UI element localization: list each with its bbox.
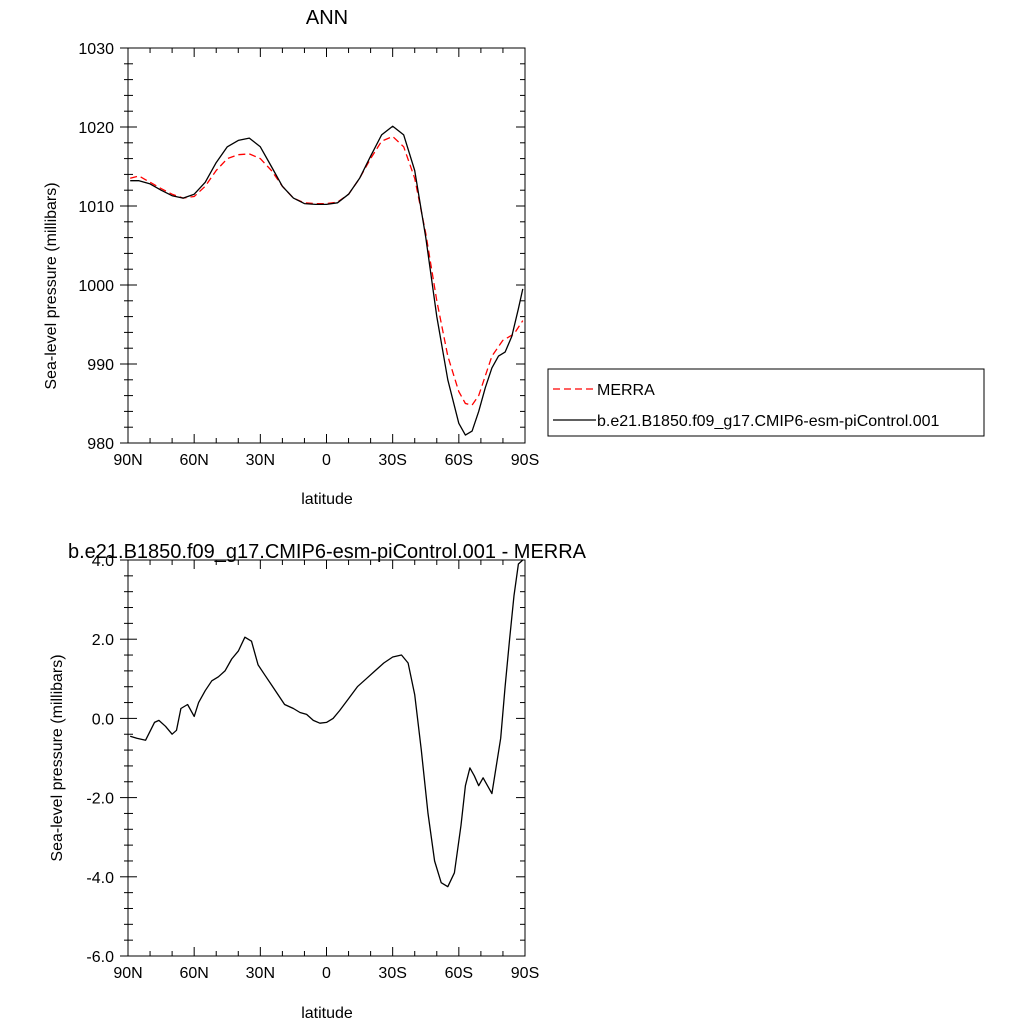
x-tick-label: 30S xyxy=(378,965,406,982)
y-tick-label: -4.0 xyxy=(86,870,114,887)
bottom-chart-title: b.e21.B1850.f09_g17.CMIP6-esm-piControl.… xyxy=(68,541,587,563)
top-plot-area: 90N 60N 30N 0 30S 60S 90S 980 990 1000 1010 1020 103… xyxy=(78,41,539,469)
y-tick-label: 0.0 xyxy=(92,711,114,728)
x-tick-label: 60S xyxy=(445,965,473,982)
x-tick-label: 30N xyxy=(246,965,275,982)
top-legend: MERRA b.e21.B1850.f09_g17.CMIP6-esm-piCo… xyxy=(547,368,985,437)
top-x-axis-label: latitude xyxy=(301,491,353,508)
y-tick-label: 980 xyxy=(87,436,114,453)
x-tick-label: 90S xyxy=(511,965,539,982)
bottom-panel: b.e21.B1850.f09_g17.CMIP6-esm-piControl.… xyxy=(49,541,587,1022)
plot-frame xyxy=(127,559,526,957)
x-tick-label: 60N xyxy=(179,965,208,982)
x-tick-label: 90S xyxy=(511,452,539,469)
y-tick-label: -2.0 xyxy=(86,791,114,808)
top-panel: ANN Sea-level pressure (millibars) latit… xyxy=(43,7,539,508)
bottom-plot-area: 90N 60N 30N 0 30S 60S 90S -6.0 -4.0 -2.0 0.0 2.0 4.0 xyxy=(86,553,539,982)
x-tick-label: 30N xyxy=(246,452,275,469)
y-tick-label: 2.0 xyxy=(92,632,114,649)
x-tick-label: 60S xyxy=(445,452,473,469)
y-tick-label: 1000 xyxy=(78,278,114,295)
x-tick-label: 60N xyxy=(179,452,208,469)
x-tick-label: 30S xyxy=(378,452,406,469)
legend-label-merra: MERRA xyxy=(597,382,655,399)
top-y-axis-label: Sea-level pressure (millibars) xyxy=(43,182,60,389)
bottom-x-axis-label: latitude xyxy=(301,1005,353,1022)
y-tick-label: -6.0 xyxy=(86,949,114,966)
y-tick-label: 990 xyxy=(87,357,114,374)
x-tick-label: 90N xyxy=(113,965,142,982)
y-tick-label: 4.0 xyxy=(92,553,114,570)
bottom-y-axis-label: Sea-level pressure (millibars) xyxy=(49,654,66,861)
y-tick-label: 1020 xyxy=(78,120,114,137)
legend-label-model: b.e21.B1850.f09_g17.CMIP6-esm-piControl.… xyxy=(597,413,940,430)
series-line-merra xyxy=(130,135,524,406)
series-line-difference xyxy=(130,559,524,888)
y-tick-label: 1030 xyxy=(78,41,114,58)
x-tick-label: 90N xyxy=(113,452,142,469)
series-line-b-e21-b1850-f09-g17-cmip6-esm-picontrol-001 xyxy=(130,125,524,436)
x-tick-label: 0 xyxy=(322,965,331,982)
y-tick-label: 1010 xyxy=(78,199,114,216)
plot-frame xyxy=(127,47,526,444)
legend-box xyxy=(547,368,985,437)
top-chart-title: ANN xyxy=(306,7,348,29)
x-tick-label: 0 xyxy=(322,452,331,469)
